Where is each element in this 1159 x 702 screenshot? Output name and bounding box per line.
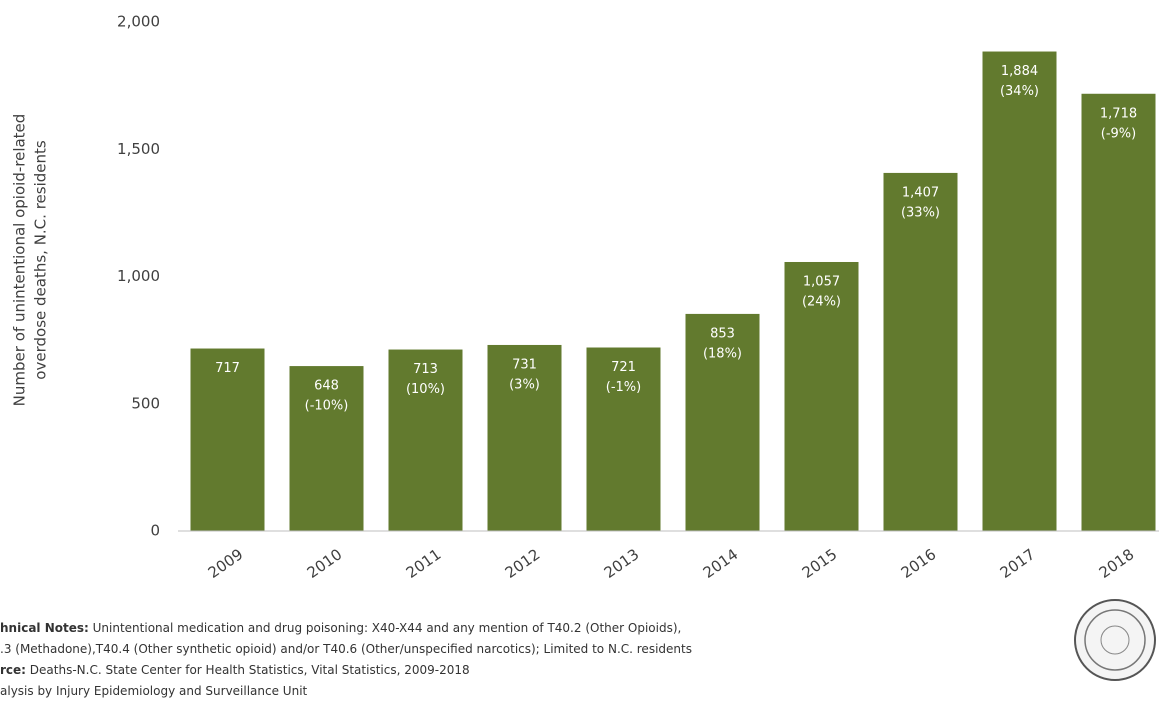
x-tick-label: 2010 (304, 545, 346, 582)
change-label: (-1%) (606, 380, 641, 395)
change-label: (18%) (703, 346, 742, 361)
bar (289, 366, 364, 531)
bar (1081, 93, 1156, 532)
change-label: (3%) (509, 377, 540, 392)
x-tick-label: 2014 (700, 545, 742, 582)
note-text: Unintentional medication and drug poison… (88, 621, 682, 635)
value-label: 1,884 (1001, 64, 1038, 79)
x-tick-label: 2018 (1096, 545, 1138, 582)
bar (982, 51, 1057, 531)
bar (883, 172, 958, 531)
value-label: 1,407 (902, 185, 939, 200)
x-tick-label: 2009 (205, 545, 247, 582)
note-text: .3 (Methadone),T40.4 (Other synthetic op… (0, 642, 692, 656)
note-line: hnical Notes: Unintentional medication a… (0, 618, 692, 639)
x-tick-label: 2016 (898, 545, 940, 582)
change-label: (24%) (802, 294, 841, 309)
value-label: 853 (710, 326, 735, 341)
value-label: 713 (413, 362, 438, 377)
change-label: (-10%) (305, 399, 349, 414)
value-label: 717 (215, 361, 240, 376)
note-label: hnical Notes: (0, 621, 89, 635)
bar (685, 313, 760, 531)
value-label: 648 (314, 379, 339, 394)
value-label: 731 (512, 357, 537, 372)
y-tick-label: 0 (150, 522, 160, 540)
bar (190, 348, 265, 531)
y-tick-label: 2,000 (117, 13, 160, 31)
value-label: 1,718 (1100, 106, 1137, 121)
y-tick-label: 500 (131, 394, 160, 412)
y-axis-title: overdose deaths, N.C. residents (32, 140, 50, 380)
change-label: (34%) (1000, 84, 1039, 99)
note-line: rce: Deaths-N.C. State Center for Health… (0, 660, 692, 681)
y-axis-title: Number of unintentional opioid-related (11, 114, 29, 407)
change-label: (-9%) (1101, 126, 1136, 141)
value-label: 721 (611, 360, 636, 375)
x-tick-label: 2011 (403, 545, 445, 582)
bar (784, 261, 859, 531)
value-label: 1,057 (803, 274, 840, 289)
x-tick-label: 2012 (502, 545, 544, 582)
note-text: alysis by Injury Epidemiology and Survei… (0, 684, 308, 698)
change-label: (10%) (406, 382, 445, 397)
x-tick-label: 2015 (799, 545, 841, 582)
seal (1074, 599, 1156, 681)
x-tick-label: 2017 (997, 545, 1039, 582)
x-tick-label: 2013 (601, 545, 643, 582)
bar (586, 347, 661, 531)
note-line: alysis by Injury Epidemiology and Survei… (0, 681, 692, 702)
y-tick-label: 1,000 (117, 267, 160, 285)
y-tick-label: 1,500 (117, 140, 160, 158)
note-label: rce: (0, 663, 26, 677)
change-label: (33%) (901, 205, 940, 220)
bar (487, 344, 562, 531)
notes: hnical Notes: Unintentional medication a… (0, 618, 692, 702)
note-line: .3 (Methadone),T40.4 (Other synthetic op… (0, 639, 692, 660)
bar (388, 349, 463, 531)
note-text: Deaths-N.C. State Center for Health Stat… (25, 663, 470, 677)
